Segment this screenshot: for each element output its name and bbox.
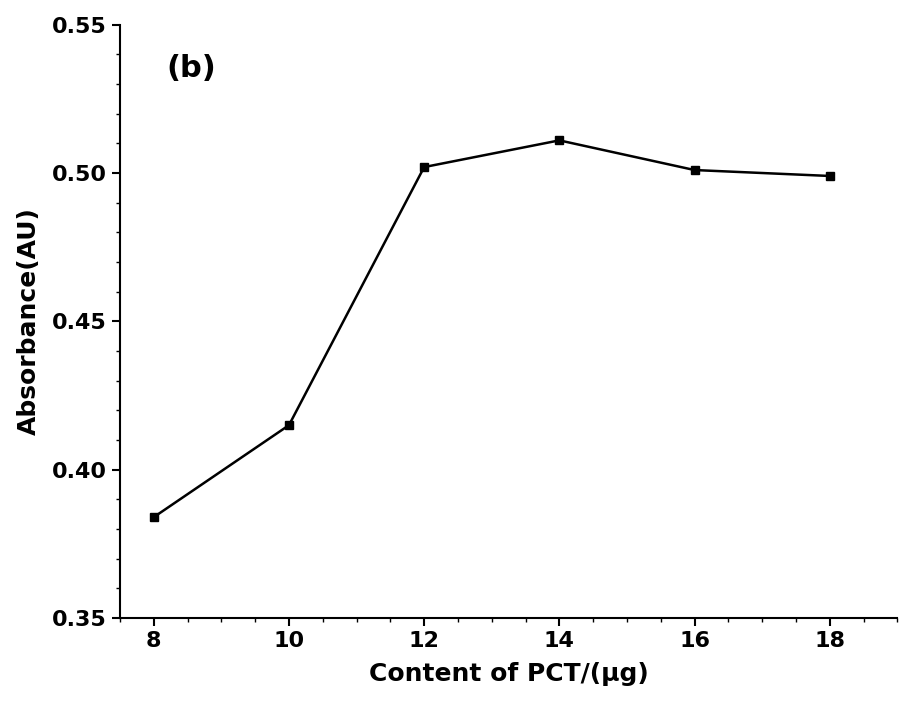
Y-axis label: Absorbance(AU): Absorbance(AU) — [16, 207, 40, 435]
Text: (b): (b) — [166, 54, 217, 84]
X-axis label: Content of PCT/(μg): Content of PCT/(μg) — [368, 662, 649, 686]
